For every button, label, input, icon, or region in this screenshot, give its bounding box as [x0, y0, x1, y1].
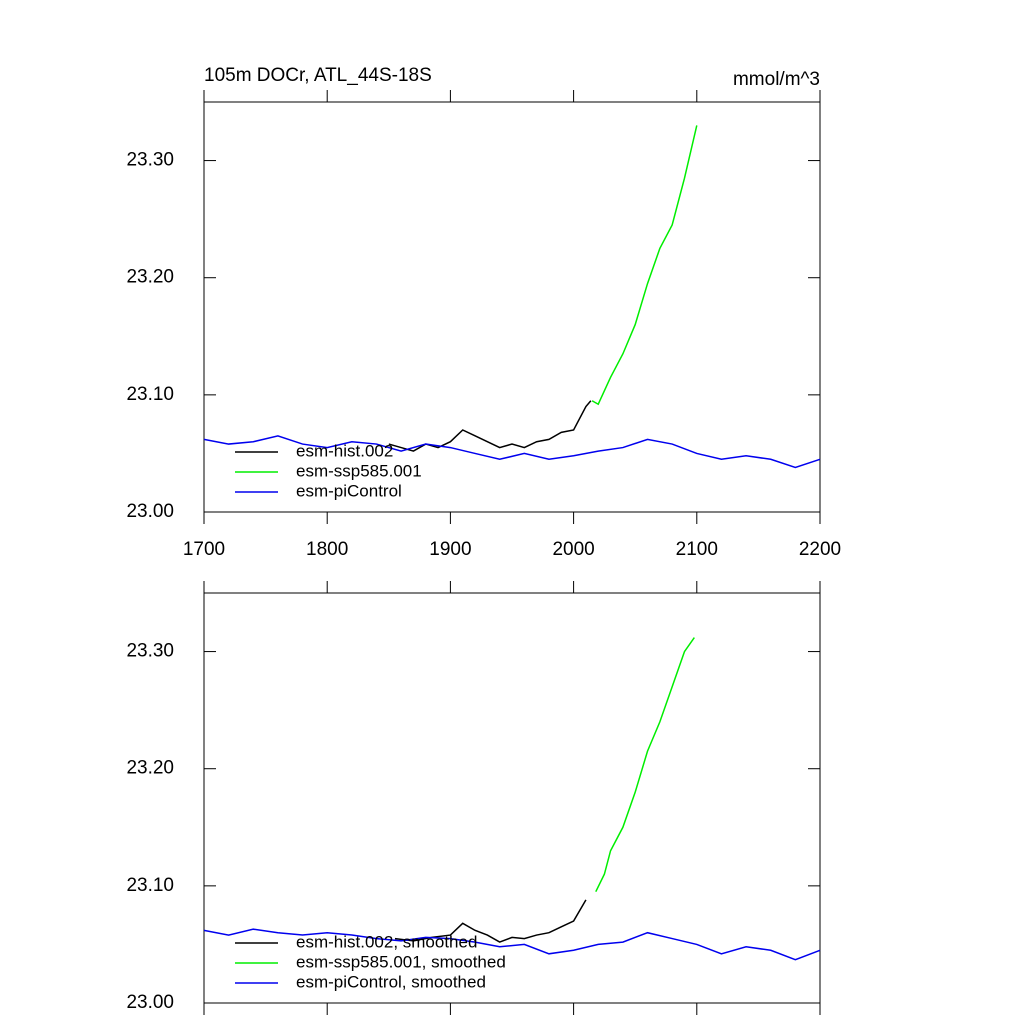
- y-tick-label: 23.20: [126, 267, 174, 288]
- series-line: [591, 125, 698, 406]
- legend-label: esm-piControl: [296, 481, 402, 500]
- y-tick-label: 23.00: [126, 501, 174, 522]
- series-line: [203, 928, 821, 961]
- x-tick-label: 1700: [183, 539, 225, 560]
- plot-frame: [203, 592, 821, 1004]
- y-tick-label: 23.00: [126, 992, 174, 1013]
- legend-label: esm-ssp585.001: [296, 461, 422, 480]
- x-tick-label: 1800: [306, 539, 348, 560]
- series-line: [388, 400, 592, 452]
- y-tick-label: 23.30: [126, 641, 174, 662]
- legend-label: esm-piControl, smoothed: [296, 972, 486, 991]
- x-tick-label: 1900: [429, 539, 471, 560]
- y-tick-label: 23.10: [126, 875, 174, 896]
- chart-title: 105m DOCr, ATL_44S-18S: [204, 65, 432, 86]
- legend-label: esm-hist.002: [296, 441, 393, 460]
- legend-label: esm-hist.002, smoothed: [296, 932, 477, 951]
- x-tick-label: 2000: [552, 539, 594, 560]
- x-tick-label: 2100: [676, 539, 718, 560]
- units-label: mmol/m^3: [733, 69, 820, 90]
- series-line: [394, 899, 587, 943]
- series-line: [595, 637, 695, 893]
- y-tick-label: 23.20: [126, 758, 174, 779]
- series-line: [203, 435, 821, 469]
- y-tick-label: 23.30: [126, 150, 174, 171]
- y-tick-label: 23.10: [126, 384, 174, 405]
- legend-label: esm-ssp585.001, smoothed: [296, 952, 506, 971]
- plot-frame: [203, 101, 821, 513]
- x-tick-label: 2200: [799, 539, 841, 560]
